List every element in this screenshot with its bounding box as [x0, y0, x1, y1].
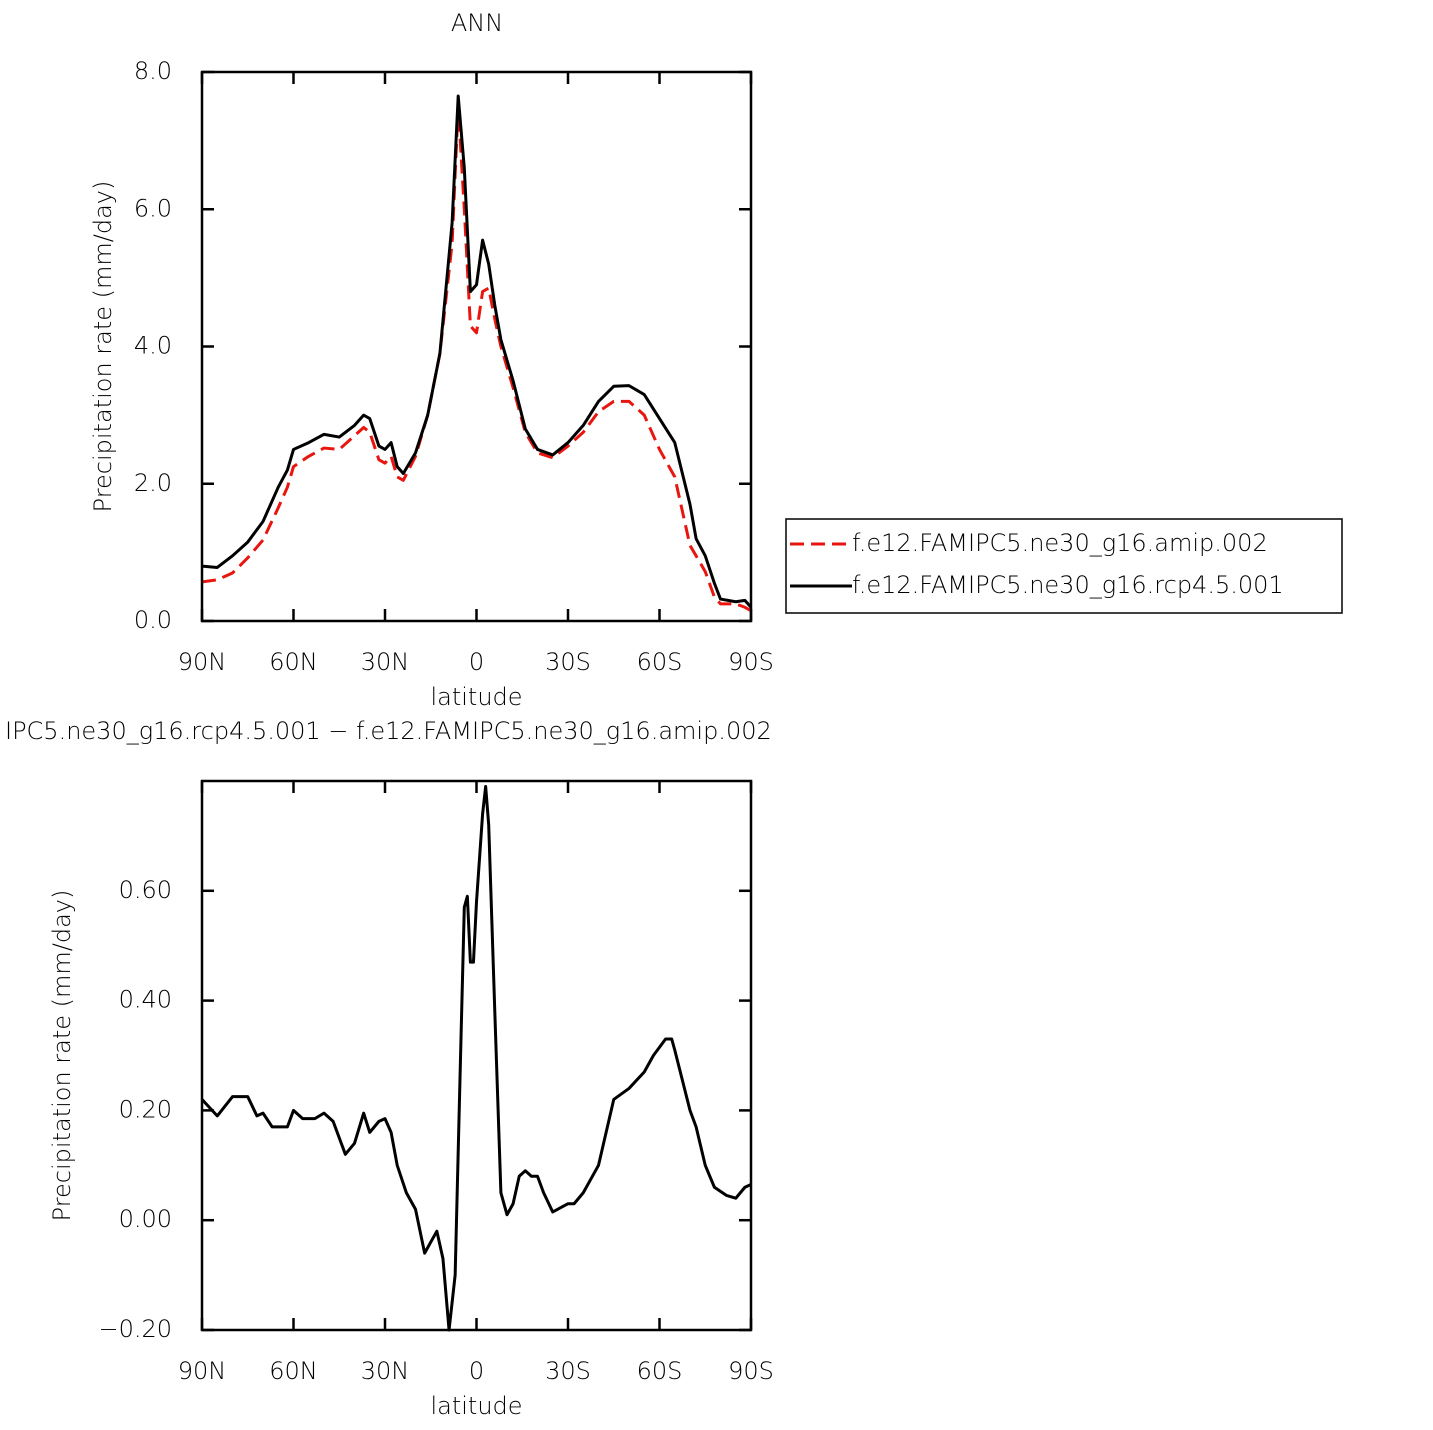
x-tick-label: 60N: [269, 648, 318, 676]
y-tick-label: 2.0: [134, 469, 172, 497]
y-tick-label: 6.0: [134, 194, 172, 222]
x-axis-label: latitude: [430, 1392, 522, 1420]
x-tick-label: 0: [469, 648, 484, 676]
data-line: [202, 784, 751, 1332]
y-axis-label: Precipitation rate (mm/day): [89, 181, 117, 513]
data-line: [202, 94, 751, 609]
x-tick-label: 30S: [545, 648, 591, 676]
y-tick-label: 0.20: [119, 1095, 172, 1123]
y-tick-label: 0.60: [119, 876, 172, 904]
y-tick-label: −0.20: [98, 1315, 172, 1343]
x-tick-label: 60S: [637, 648, 683, 676]
x-tick-label: 30N: [361, 1357, 410, 1385]
x-tick-label: 30S: [545, 1357, 591, 1385]
x-tick-label: 60N: [269, 1357, 318, 1385]
data-line: [202, 104, 751, 613]
legend-box: [785, 518, 1343, 614]
x-axis-label: latitude: [430, 683, 522, 711]
x-tick-label: 90S: [728, 1357, 774, 1385]
x-tick-label: 0: [469, 1357, 484, 1385]
plot-frame: [200, 70, 753, 623]
x-tick-label: 60S: [637, 1357, 683, 1385]
y-tick-label: 8.0: [134, 57, 172, 85]
x-tick-label: 90S: [728, 648, 774, 676]
chart-title: IPC5.ne30_g16.rcp4.5.001 − f.e12.FAMIPC5…: [5, 717, 772, 745]
y-tick-label: 0.0: [134, 606, 172, 634]
y-axis-label: Precipitation rate (mm/day): [48, 890, 76, 1222]
legend-label: f.e12.FAMIPC5.ne30_g16.rcp4.5.001: [852, 571, 1284, 599]
y-tick-label: 4.0: [134, 332, 172, 360]
y-tick-label: 0.40: [119, 986, 172, 1014]
x-tick-label: 90N: [178, 648, 227, 676]
y-tick-label: 0.00: [119, 1205, 172, 1233]
x-tick-label: 90N: [178, 1357, 227, 1385]
chart-title: ANN: [451, 9, 503, 37]
plot-frame: [200, 779, 753, 1332]
legend-label: f.e12.FAMIPC5.ne30_g16.amip.002: [852, 529, 1268, 557]
x-tick-label: 30N: [361, 648, 410, 676]
